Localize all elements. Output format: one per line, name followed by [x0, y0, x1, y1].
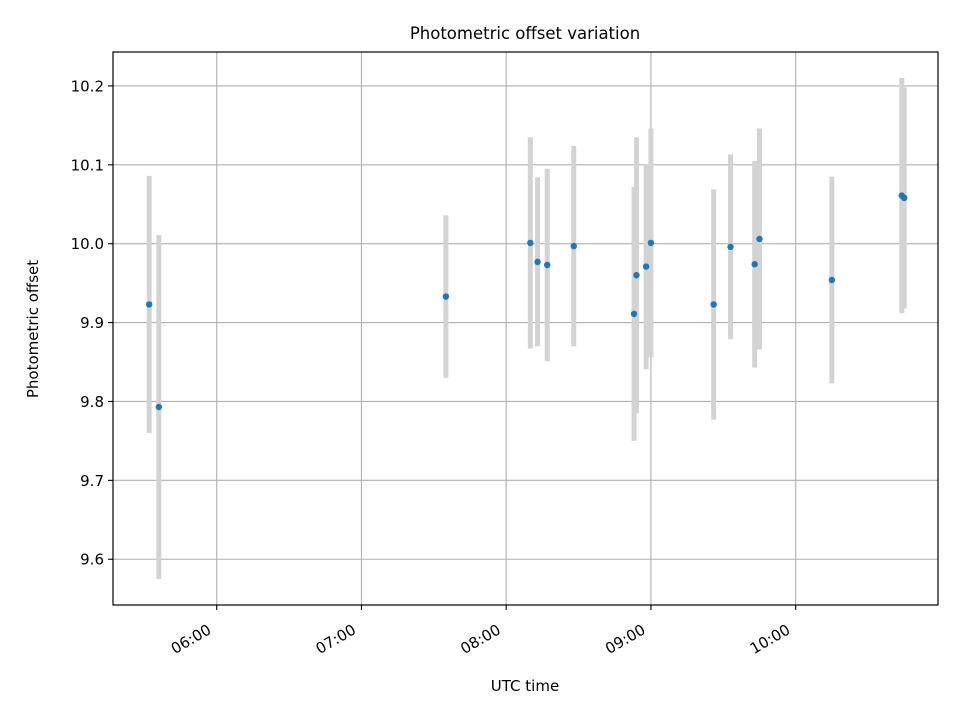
y-tick-label: 9.7 — [80, 472, 104, 490]
data-point — [442, 293, 450, 300]
data-point — [756, 235, 763, 243]
y-tick-label: 10.2 — [71, 77, 104, 95]
grid-layer — [113, 52, 938, 605]
plot-background — [113, 52, 938, 605]
y-tick-label: 9.9 — [80, 314, 104, 332]
point-layer — [145, 192, 908, 411]
data-point — [828, 276, 836, 284]
data-point — [534, 258, 541, 266]
y-axis: 9.6 9.7 9.8 9.9 10.0 10.1 10.2 — [71, 77, 113, 569]
y-tick-label: 9.6 — [80, 551, 104, 569]
data-point — [527, 239, 534, 247]
y-tick-label: 10.1 — [71, 156, 104, 174]
data-point — [155, 403, 163, 411]
plot-area — [112, 51, 939, 606]
data-point — [901, 194, 908, 202]
plot-frame — [112, 51, 939, 606]
y-tick-label: 10.0 — [71, 235, 104, 253]
data-point — [642, 263, 650, 270]
y-tick-label: 9.8 — [80, 393, 104, 411]
chart-title: Photometric offset variation — [410, 24, 640, 43]
data-point — [145, 301, 153, 308]
data-point — [630, 310, 638, 318]
data-point — [544, 261, 551, 269]
data-point — [751, 261, 758, 268]
data-point — [633, 272, 640, 279]
data-point — [727, 243, 734, 251]
x-axis-label: UTC time — [491, 677, 559, 695]
data-point — [710, 301, 717, 308]
data-point — [570, 242, 577, 250]
data-point — [647, 239, 655, 247]
y-axis-label: Photometric offset — [24, 260, 42, 398]
